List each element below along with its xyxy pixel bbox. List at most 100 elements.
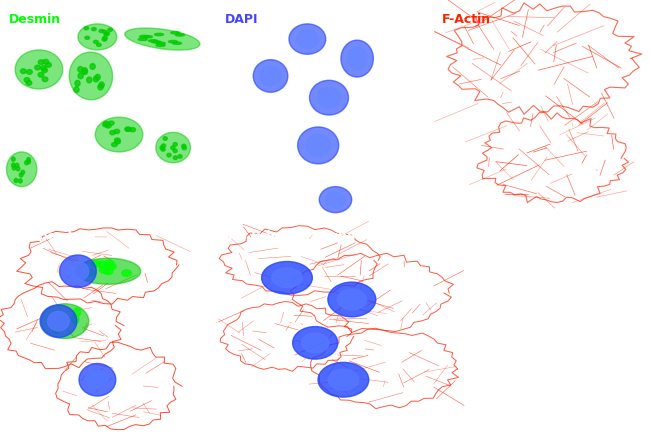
Ellipse shape [38, 72, 44, 77]
Ellipse shape [94, 40, 98, 43]
Ellipse shape [272, 268, 302, 288]
Ellipse shape [96, 117, 143, 152]
Text: b: b [225, 191, 237, 208]
Ellipse shape [176, 34, 185, 36]
Ellipse shape [105, 32, 109, 35]
Text: F-Actin: F-Actin [442, 13, 491, 26]
Ellipse shape [125, 28, 200, 50]
Ellipse shape [84, 26, 88, 30]
Ellipse shape [98, 84, 103, 90]
Ellipse shape [60, 255, 96, 288]
Ellipse shape [94, 76, 99, 82]
Ellipse shape [260, 66, 281, 85]
Ellipse shape [167, 153, 171, 157]
Ellipse shape [97, 43, 101, 46]
Text: Composite: Composite [8, 230, 83, 243]
Ellipse shape [102, 30, 107, 33]
Ellipse shape [86, 270, 96, 276]
Ellipse shape [27, 160, 31, 164]
Ellipse shape [122, 270, 131, 276]
Ellipse shape [130, 128, 135, 132]
Ellipse shape [171, 146, 175, 150]
Text: e: e [227, 408, 239, 425]
Ellipse shape [317, 87, 341, 108]
Ellipse shape [43, 59, 49, 64]
Ellipse shape [102, 38, 107, 41]
Ellipse shape [12, 157, 15, 161]
Ellipse shape [182, 146, 187, 150]
Ellipse shape [16, 167, 20, 171]
Ellipse shape [90, 64, 96, 69]
Ellipse shape [67, 261, 89, 281]
Ellipse shape [40, 305, 77, 338]
Ellipse shape [103, 121, 109, 125]
Ellipse shape [114, 129, 120, 134]
Ellipse shape [58, 320, 66, 329]
Text: d: d [8, 408, 21, 425]
Ellipse shape [254, 60, 288, 92]
Ellipse shape [309, 80, 348, 115]
Ellipse shape [328, 369, 359, 390]
Ellipse shape [163, 137, 167, 140]
Ellipse shape [20, 69, 26, 73]
Ellipse shape [26, 81, 32, 85]
Ellipse shape [47, 312, 70, 331]
Ellipse shape [20, 173, 23, 177]
Ellipse shape [152, 41, 161, 43]
Ellipse shape [156, 132, 190, 163]
Ellipse shape [292, 327, 338, 359]
Ellipse shape [15, 50, 63, 89]
Ellipse shape [261, 261, 313, 294]
Ellipse shape [110, 131, 116, 135]
Ellipse shape [174, 156, 177, 160]
Ellipse shape [155, 33, 164, 36]
Ellipse shape [103, 268, 113, 275]
Ellipse shape [125, 127, 131, 132]
Ellipse shape [173, 142, 177, 146]
Ellipse shape [326, 192, 345, 207]
Ellipse shape [171, 32, 180, 34]
Ellipse shape [140, 36, 149, 38]
Ellipse shape [319, 187, 352, 213]
Ellipse shape [51, 321, 58, 329]
Ellipse shape [24, 78, 30, 82]
Text: No Primary antibody: No Primary antibody [227, 230, 372, 243]
Ellipse shape [173, 149, 177, 153]
Ellipse shape [46, 62, 51, 67]
Ellipse shape [104, 33, 109, 36]
Ellipse shape [107, 263, 116, 270]
Ellipse shape [328, 282, 376, 317]
Ellipse shape [302, 333, 329, 352]
Ellipse shape [40, 66, 46, 70]
Ellipse shape [41, 304, 89, 339]
Ellipse shape [12, 166, 16, 170]
Ellipse shape [160, 146, 164, 149]
Ellipse shape [90, 260, 100, 267]
Ellipse shape [125, 127, 131, 132]
Ellipse shape [109, 121, 114, 125]
Ellipse shape [27, 158, 31, 162]
Ellipse shape [96, 261, 106, 267]
Ellipse shape [114, 138, 120, 142]
Ellipse shape [19, 179, 22, 183]
Ellipse shape [15, 163, 19, 168]
Ellipse shape [57, 319, 64, 327]
Ellipse shape [42, 77, 48, 82]
Ellipse shape [99, 30, 103, 33]
Text: DAPI: DAPI [225, 13, 259, 26]
Ellipse shape [168, 40, 177, 43]
Ellipse shape [103, 123, 109, 127]
Ellipse shape [105, 260, 114, 267]
Ellipse shape [38, 60, 44, 65]
Ellipse shape [85, 36, 90, 39]
Ellipse shape [34, 65, 40, 70]
Ellipse shape [70, 52, 112, 100]
Ellipse shape [78, 24, 117, 50]
Ellipse shape [172, 42, 181, 44]
Ellipse shape [59, 314, 66, 323]
Ellipse shape [86, 370, 108, 390]
Ellipse shape [178, 155, 182, 158]
Ellipse shape [161, 148, 165, 151]
Ellipse shape [99, 266, 109, 273]
Ellipse shape [95, 74, 100, 80]
